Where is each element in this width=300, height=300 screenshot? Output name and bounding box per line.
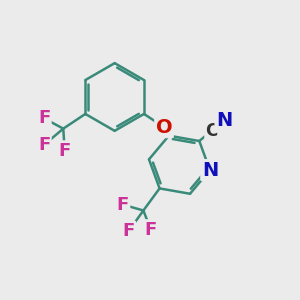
Text: F: F	[117, 196, 129, 214]
Text: F: F	[145, 220, 157, 238]
Text: N: N	[216, 111, 232, 130]
Text: F: F	[122, 222, 135, 240]
Text: F: F	[58, 142, 71, 160]
Text: C: C	[206, 122, 218, 140]
Text: N: N	[202, 160, 218, 180]
Text: F: F	[38, 136, 50, 154]
Text: F: F	[38, 109, 50, 127]
Text: O: O	[156, 118, 172, 137]
